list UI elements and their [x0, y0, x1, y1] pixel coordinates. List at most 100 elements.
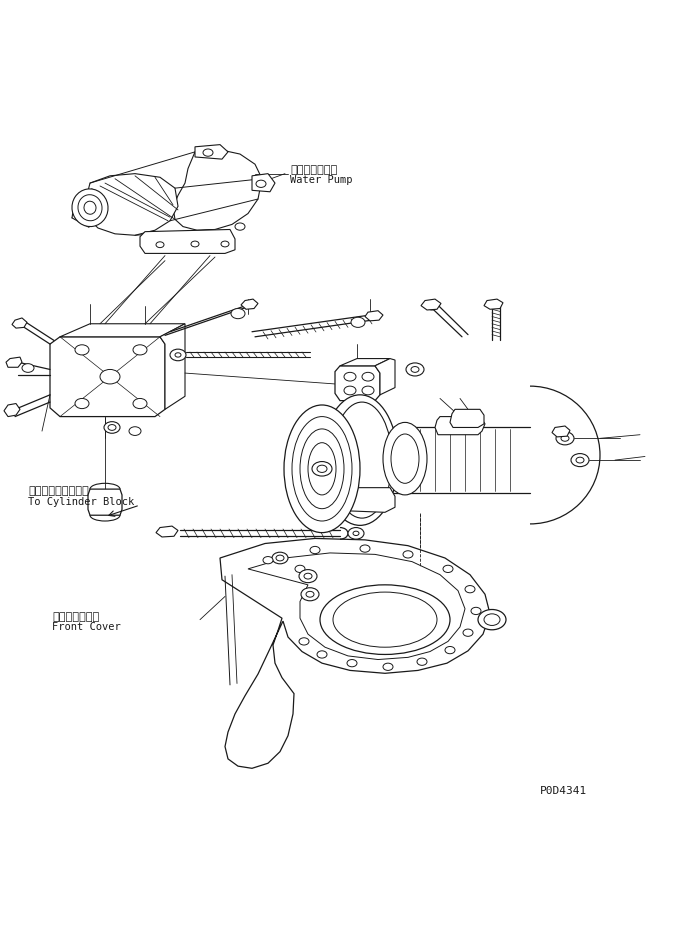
Polygon shape	[156, 527, 178, 538]
Ellipse shape	[556, 432, 574, 445]
Polygon shape	[195, 146, 228, 160]
Ellipse shape	[263, 557, 273, 565]
Polygon shape	[241, 299, 258, 310]
Polygon shape	[173, 150, 262, 231]
Ellipse shape	[301, 588, 319, 601]
Ellipse shape	[411, 367, 419, 373]
Ellipse shape	[276, 555, 284, 562]
Polygon shape	[4, 404, 20, 417]
Ellipse shape	[295, 565, 305, 573]
Ellipse shape	[427, 303, 437, 311]
Ellipse shape	[348, 528, 364, 540]
Ellipse shape	[351, 318, 365, 328]
Ellipse shape	[571, 454, 589, 467]
Ellipse shape	[406, 363, 424, 376]
Ellipse shape	[344, 387, 356, 396]
Ellipse shape	[84, 202, 96, 215]
Text: To Cylinder Block: To Cylinder Block	[28, 497, 134, 507]
Polygon shape	[85, 174, 178, 236]
Ellipse shape	[306, 591, 314, 598]
Ellipse shape	[191, 242, 199, 248]
Text: Front Cover: Front Cover	[52, 621, 120, 631]
Ellipse shape	[133, 346, 147, 356]
Ellipse shape	[75, 399, 89, 409]
Ellipse shape	[231, 310, 245, 319]
Ellipse shape	[104, 422, 120, 434]
Ellipse shape	[383, 423, 427, 495]
Ellipse shape	[304, 574, 312, 579]
Polygon shape	[60, 324, 185, 337]
Ellipse shape	[203, 150, 213, 157]
Ellipse shape	[362, 387, 374, 396]
Ellipse shape	[256, 181, 266, 188]
Ellipse shape	[317, 651, 327, 658]
Polygon shape	[248, 553, 465, 660]
Polygon shape	[160, 324, 185, 410]
Polygon shape	[552, 426, 570, 438]
Ellipse shape	[156, 243, 164, 248]
Text: フロントカバー: フロントカバー	[52, 611, 99, 621]
Polygon shape	[484, 299, 503, 310]
Text: P0D4341: P0D4341	[540, 785, 588, 795]
Polygon shape	[435, 417, 485, 436]
Ellipse shape	[272, 552, 288, 565]
Ellipse shape	[320, 585, 450, 654]
Ellipse shape	[344, 373, 356, 382]
Ellipse shape	[75, 346, 89, 356]
Text: Water Pump: Water Pump	[290, 175, 353, 185]
Polygon shape	[50, 337, 165, 417]
Ellipse shape	[403, 552, 413, 558]
Ellipse shape	[170, 349, 186, 362]
Ellipse shape	[484, 615, 500, 626]
Ellipse shape	[284, 405, 360, 533]
Ellipse shape	[299, 638, 309, 645]
Ellipse shape	[317, 465, 327, 473]
Ellipse shape	[360, 545, 370, 552]
Polygon shape	[220, 539, 490, 768]
Ellipse shape	[362, 373, 374, 382]
Polygon shape	[6, 358, 22, 368]
Ellipse shape	[100, 370, 120, 385]
Ellipse shape	[78, 196, 102, 222]
Polygon shape	[450, 410, 484, 428]
Ellipse shape	[299, 570, 317, 583]
Ellipse shape	[465, 586, 475, 593]
Ellipse shape	[129, 427, 141, 436]
Ellipse shape	[445, 647, 455, 654]
Ellipse shape	[133, 399, 147, 409]
Ellipse shape	[576, 458, 584, 464]
Text: シリンダブロックへ: シリンダブロックへ	[28, 486, 89, 496]
Ellipse shape	[471, 608, 481, 615]
Polygon shape	[345, 489, 395, 513]
Polygon shape	[140, 230, 235, 254]
Ellipse shape	[347, 660, 357, 667]
Ellipse shape	[312, 462, 332, 476]
Ellipse shape	[300, 429, 344, 509]
Ellipse shape	[383, 664, 393, 671]
Ellipse shape	[221, 242, 229, 248]
Polygon shape	[375, 359, 395, 396]
Polygon shape	[252, 174, 275, 193]
Ellipse shape	[292, 417, 352, 522]
Polygon shape	[12, 319, 27, 329]
Ellipse shape	[72, 190, 108, 227]
Polygon shape	[421, 299, 441, 311]
Ellipse shape	[452, 421, 468, 432]
Ellipse shape	[22, 364, 34, 373]
Ellipse shape	[235, 223, 245, 231]
Ellipse shape	[561, 436, 569, 442]
Ellipse shape	[175, 353, 181, 358]
Ellipse shape	[457, 415, 467, 423]
Ellipse shape	[471, 415, 481, 423]
Ellipse shape	[332, 402, 392, 518]
Ellipse shape	[353, 531, 359, 536]
Ellipse shape	[310, 547, 320, 554]
Polygon shape	[335, 366, 380, 401]
Ellipse shape	[391, 435, 419, 484]
Ellipse shape	[463, 629, 473, 637]
Ellipse shape	[333, 592, 437, 647]
Ellipse shape	[362, 495, 378, 506]
Ellipse shape	[108, 425, 116, 431]
Ellipse shape	[443, 565, 453, 573]
Ellipse shape	[308, 443, 336, 495]
